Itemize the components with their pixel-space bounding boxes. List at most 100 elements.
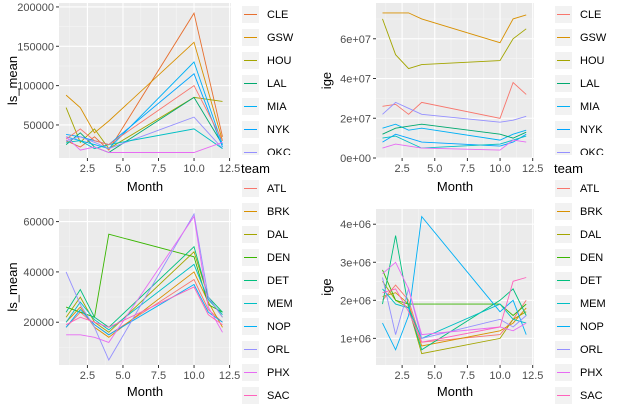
chart-panel-1: 2.5 5.0 7.5 10.0 12.5 50000 100000 150000 200000… <box>5 2 294 194</box>
legend-entry-label: LAL <box>267 78 287 90</box>
x-tick-label: 12.5 <box>522 163 543 175</box>
y-axis-title: ls_mean <box>5 56 20 105</box>
x-tick-label: 10.0 <box>183 370 204 382</box>
legend-entry-label: NYK <box>267 124 290 136</box>
y-axis-title: ige <box>319 72 334 89</box>
legend-entry-label: BRK <box>267 206 290 218</box>
series-line-nyk <box>382 133 527 147</box>
series-line-okc <box>65 116 223 150</box>
x-tick-label: 2.5 <box>80 163 95 175</box>
y-tick-label: 0e+00 <box>340 153 371 165</box>
x-tick-label: 12.5 <box>219 370 240 382</box>
legend-entry-label: OKC <box>580 147 604 159</box>
series-line-mia <box>382 123 527 141</box>
legend-entry-label: GSW <box>580 32 607 44</box>
legend-entry-label: DEN <box>267 252 290 264</box>
legend-entry-label: HOU <box>267 55 292 67</box>
y-tick-label: 20000 <box>23 317 54 329</box>
legend-entry-label: HOU <box>580 55 605 67</box>
legend-entry-label: LAL <box>580 78 600 90</box>
y-axis-title: ls_mean <box>5 262 20 311</box>
x-tick-label: 12.5 <box>522 370 543 382</box>
y-tick-label: 1e+06 <box>340 333 371 345</box>
legend-entry-label: MIA <box>267 101 287 113</box>
x-tick-label: 2.5 <box>394 370 409 382</box>
series-line <box>66 128 223 150</box>
legend-entry-label: PHX <box>580 367 603 379</box>
x-tick-label: 7.5 <box>151 370 166 382</box>
legend-entry-label: DET <box>267 275 289 287</box>
series-line-lal <box>382 123 527 139</box>
legend-entry-label: MEM <box>580 298 606 310</box>
x-tick-label: 5.0 <box>115 370 130 382</box>
legend-key-bg <box>242 144 259 155</box>
x-tick-label: 2.5 <box>80 370 95 382</box>
series-line-den <box>382 269 527 317</box>
legend-entry-label: ORL <box>580 344 603 356</box>
legend-title: team <box>554 161 583 176</box>
series-line-det <box>382 235 527 351</box>
x-tick-label: 5.0 <box>427 163 442 175</box>
legend-title: team <box>241 161 270 176</box>
series-line-orl <box>65 212 223 361</box>
legend-entry-label: BRK <box>580 206 603 218</box>
legend-entry-label: MIA <box>580 101 600 113</box>
legend: CLE GSW HOU LAL MIA NYK OKC <box>242 6 294 159</box>
series-line-hou <box>382 18 527 70</box>
legend: team ATL BRK DAL DEN DET MEM NOP ORL PHX SAC <box>554 161 606 404</box>
series-line <box>382 139 527 151</box>
x-tick-label: 10.0 <box>489 370 510 382</box>
x-tick-label: 7.5 <box>460 370 475 382</box>
y-tick-label: 2e+07 <box>340 113 371 125</box>
series-group <box>382 12 527 151</box>
series-line-phx <box>382 261 527 336</box>
legend-entry-label: GSW <box>267 32 294 44</box>
x-axis-title: Month <box>437 384 473 399</box>
x-tick-label: 5.0 <box>427 370 442 382</box>
y-tick-label: 60000 <box>23 217 54 229</box>
legend-entry-label: NOP <box>267 321 291 333</box>
legend-entry-label: DEN <box>580 252 603 264</box>
y-tick-label: 40000 <box>23 267 54 279</box>
legend-entry-label: SAC <box>580 390 603 402</box>
series-line-cle <box>65 12 223 151</box>
y-tick-label: 50000 <box>23 120 54 132</box>
x-tick-label: 5.0 <box>115 163 130 175</box>
series-line-gsw <box>65 41 223 141</box>
legend-entry-label: NOP <box>580 321 604 333</box>
x-tick-label: 10.0 <box>489 163 510 175</box>
series-group <box>382 215 527 355</box>
series-line-gsw <box>382 12 527 44</box>
plot-background <box>376 209 534 365</box>
y-tick-label: 4e+07 <box>340 74 371 86</box>
x-axis-title: Month <box>127 384 163 399</box>
legend-entry-label: CLE <box>267 9 288 21</box>
series-group <box>65 12 223 154</box>
legend-key-bg <box>555 144 572 155</box>
legend-entry-label: CLE <box>580 9 601 21</box>
y-tick-label: 200000 <box>17 2 54 14</box>
series-line-phx <box>66 215 223 343</box>
legend-entry-label: DAL <box>267 229 288 241</box>
chart-panel-4: 2.5 5.0 7.5 10.0 12.5 1e+06 2e+06 3e+06 4e+06 Mon… <box>319 161 606 404</box>
y-axis-title: ige <box>319 278 334 295</box>
legend-entry-label: ATL <box>580 183 599 195</box>
legend-entry-label: DAL <box>580 229 601 241</box>
legend-entry-label: ATL <box>267 183 286 195</box>
series-line-sac <box>382 277 527 343</box>
y-tick-label: 4e+06 <box>340 219 371 231</box>
series-line <box>65 84 223 146</box>
legend-entry-label: NYK <box>580 124 603 136</box>
x-axis-title: Month <box>127 179 163 194</box>
legend-entry-label: DET <box>580 275 602 287</box>
x-tick-label: 7.5 <box>460 163 475 175</box>
legend-entry-label: OKC <box>267 147 291 159</box>
series-group <box>65 212 223 361</box>
series-line <box>65 136 223 153</box>
series-line-mem <box>65 263 223 331</box>
series-line-orl <box>382 277 527 339</box>
legend-entry-label: MEM <box>267 298 293 310</box>
series-line-sac <box>65 286 223 328</box>
legend: team ATL BRK DAL DEN DET MEM NOP ORL PHX SAC <box>241 161 293 404</box>
